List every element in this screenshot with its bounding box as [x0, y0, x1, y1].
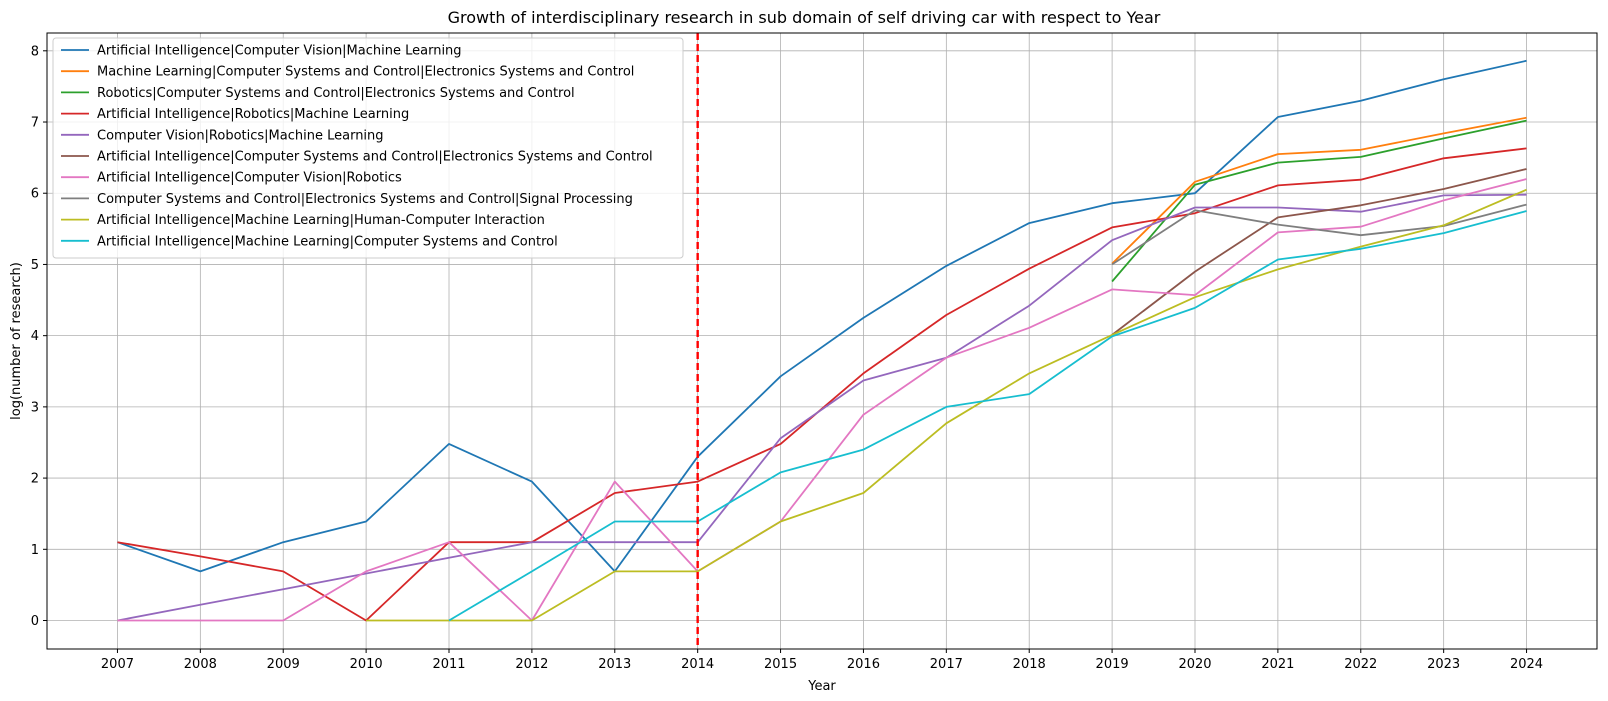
x-tick-label: 2013 — [598, 657, 631, 672]
series-line — [1111, 203, 1527, 266]
legend-label: Machine Learning|Computer Systems and Co… — [97, 65, 634, 80]
y-tick-label: 7 — [31, 116, 39, 131]
legend: Artificial Intelligence|Computer Vision|… — [52, 37, 684, 259]
series-line — [1111, 119, 1527, 283]
x-tick-label: 2022 — [1344, 657, 1377, 672]
y-tick-label: 6 — [31, 187, 39, 202]
x-tick-label: 2020 — [1178, 657, 1211, 672]
legend-label: Robotics|Computer Systems and Control|El… — [97, 86, 575, 101]
plot-frame — [46, 32, 1598, 650]
x-tick-label: 2007 — [101, 657, 134, 672]
y-tick-label: 8 — [31, 44, 39, 59]
y-axis-ticks: 0 1 2 3 4 5 6 7 8 — [31, 44, 47, 629]
y-tick-label: 2 — [31, 472, 39, 487]
x-tick-label: 2015 — [764, 657, 797, 672]
series-line — [117, 178, 1527, 622]
y-tick-label: 5 — [31, 258, 39, 273]
x-tick-label: 2017 — [930, 657, 963, 672]
x-axis-title: Year — [807, 679, 836, 694]
series-lines — [117, 59, 1527, 622]
x-tick-label: 2024 — [1510, 657, 1543, 672]
x-axis-ticks: 2007 2008 2009 2010 2011 2012 2013 2014 2015 2016… — [101, 649, 1543, 672]
x-tick-label: 2016 — [847, 657, 880, 672]
legend-label: Artificial Intelligence|Robotics|Machine… — [97, 107, 409, 122]
legend-label: Artificial Intelligence|Machine Learning… — [97, 234, 558, 249]
legend-box — [52, 37, 684, 259]
legend-label: Computer Systems and Control|Electronics… — [97, 192, 633, 207]
series-line — [366, 188, 1527, 622]
x-tick-label: 2023 — [1427, 657, 1460, 672]
y-tick-label: 3 — [31, 400, 39, 415]
series-line — [1111, 168, 1527, 336]
x-tick-label: 2019 — [1096, 657, 1129, 672]
x-tick-label: 2011 — [432, 657, 465, 672]
x-tick-label: 2014 — [681, 657, 714, 672]
legend-label: Artificial Intelligence|Computer Vision|… — [97, 171, 402, 186]
x-tick-label: 2008 — [184, 657, 217, 672]
legend-label: Computer Vision|Robotics|Machine Learnin… — [97, 128, 384, 143]
chart-title: Growth of interdisciplinary research in … — [448, 8, 1161, 27]
legend-label: Artificial Intelligence|Machine Learning… — [97, 213, 545, 228]
series-line — [117, 193, 1527, 622]
series-line — [1111, 116, 1527, 265]
y-tick-label: 1 — [31, 543, 39, 558]
x-tick-label: 2018 — [1013, 657, 1046, 672]
x-tick-label: 2012 — [515, 657, 548, 672]
legend-label: Artificial Intelligence|Computer Vision|… — [97, 44, 462, 59]
y-tick-label: 0 — [31, 614, 39, 629]
y-tick-label: 4 — [31, 329, 39, 344]
legend-label: Artificial Intelligence|Computer Systems… — [97, 150, 653, 165]
x-tick-label: 2021 — [1261, 657, 1294, 672]
x-tick-label: 2010 — [350, 657, 383, 672]
x-tick-label: 2009 — [267, 657, 300, 672]
series-line — [117, 59, 1527, 573]
series-line — [448, 210, 1527, 622]
y-axis-title: log(number of research) — [9, 262, 24, 420]
